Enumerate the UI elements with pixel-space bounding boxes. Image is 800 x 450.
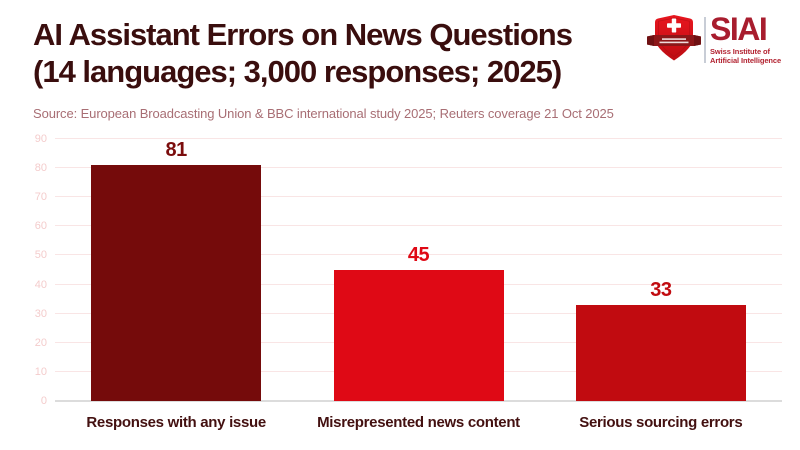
gridline — [55, 196, 782, 198]
logo-name-line-1: Swiss Institute of — [710, 47, 770, 56]
logo-acronym: SIAI — [710, 11, 768, 47]
bar — [91, 165, 262, 401]
title-line-1: AI Assistant Errors on News Questions — [33, 17, 573, 52]
y-tick-label: 50 — [34, 249, 47, 262]
swiss-shield-cross-icon — [647, 15, 701, 61]
bar-value-label: 81 — [165, 139, 188, 162]
y-tick-label: 90 — [34, 133, 47, 145]
bar — [333, 270, 504, 401]
logo-divider — [704, 17, 706, 63]
plot-area: 0 10 20 30 40 50 60 70 80 90 81 Responses with any … — [35, 133, 782, 431]
logo-text: SIAI Swiss Institute of Artificial Intel… — [710, 11, 782, 66]
gridline — [55, 167, 782, 169]
y-tick-label: 20 — [34, 336, 47, 349]
y-tick-label: 40 — [34, 278, 47, 291]
bar-value-label: 45 — [407, 244, 430, 266]
bar — [575, 304, 746, 401]
y-tick-label: 80 — [34, 162, 47, 175]
category-label: Responses with any issue — [86, 414, 266, 431]
title-line-2: (14 languages; 3,000 responses; 2025) — [33, 54, 562, 89]
gridline — [55, 225, 782, 227]
category-label: Misrepresented news content — [317, 414, 520, 431]
y-tick-label: 0 — [40, 395, 47, 407]
source-caption: Source: European Broadcasting Union & BB… — [33, 106, 614, 121]
y-tick-label: 30 — [34, 307, 47, 320]
y-tick-label: 60 — [34, 220, 47, 233]
y-tick-label: 70 — [34, 191, 47, 204]
y-tick-label: 10 — [34, 365, 47, 378]
category-label: Serious sourcing errors — [579, 414, 743, 431]
logo-name-line-2: Artificial Intelligence — [710, 56, 782, 65]
page-title: AI Assistant Errors on News Questions (1… — [33, 16, 673, 90]
x-axis-line — [55, 400, 782, 402]
gridline — [55, 138, 782, 139]
bar-value-label: 33 — [650, 278, 672, 301]
gridline — [55, 254, 782, 256]
siai-logo: SIAI Swiss Institute of Artificial Intel… — [646, 12, 796, 72]
